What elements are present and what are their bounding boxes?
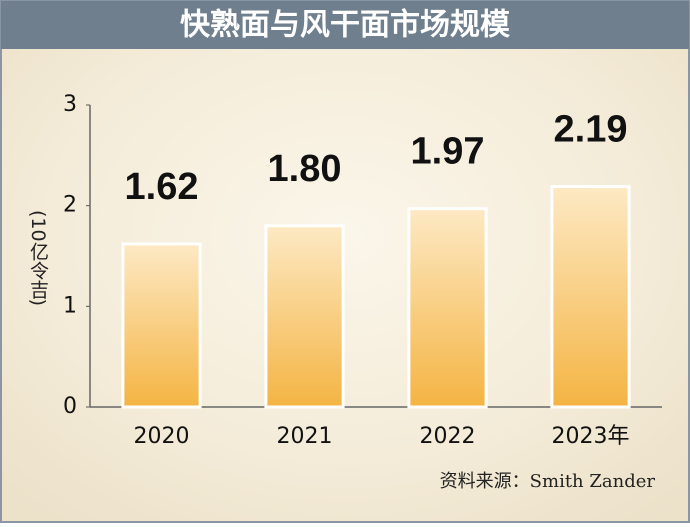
title-bar (1, 1, 689, 49)
value-label: 1.97 (411, 131, 485, 173)
bar (264, 224, 345, 409)
y-axis-label: (10亿令吉) (27, 210, 49, 306)
bar (550, 185, 631, 409)
value-label: 1.80 (268, 148, 342, 190)
y-tick-label: 2 (63, 193, 77, 218)
chart-title: 快熟面与风干面市场规模 (180, 8, 510, 43)
x-tick-label: 2023年 (552, 424, 630, 449)
y-tick-label: 1 (63, 293, 77, 318)
bar (121, 242, 202, 409)
x-tick-label: 2022 (420, 424, 476, 449)
source: 资料来源：Smith Zander (440, 471, 656, 492)
y-tick-label: 3 (63, 92, 77, 117)
y-tick-label: 0 (63, 394, 77, 419)
value-label: 1.62 (125, 166, 199, 208)
x-tick-label: 2021 (277, 424, 333, 449)
x-tick-label: 2020 (134, 424, 190, 449)
value-label: 2.19 (554, 109, 628, 151)
bar (407, 207, 488, 409)
